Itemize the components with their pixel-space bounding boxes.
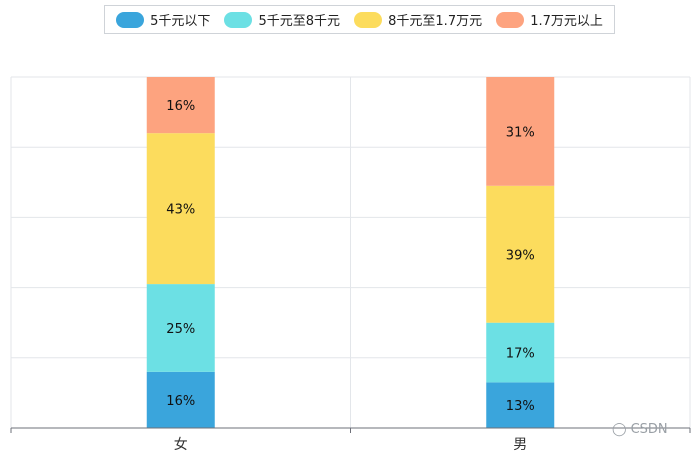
legend-swatch [116, 11, 145, 28]
legend-label: 8千元至1.7万元 [388, 14, 483, 29]
data-label: 13% [506, 399, 535, 414]
legend-item[interactable]: 5千元至8千元 [224, 10, 340, 29]
legend-item[interactable]: 8千元至1.7万元 [354, 10, 482, 29]
bar-segment [146, 371, 215, 428]
watermark: ◯ CSDN [612, 422, 668, 437]
legend: 5千元以下 5千元至8千元 8千元至1.7万元 1.7万元以上 [104, 5, 615, 34]
legend-label: 5千元至8千元 [258, 14, 341, 29]
legend-item[interactable]: 1.7万元以上 [496, 10, 603, 29]
legend-label: 1.7万元以上 [530, 14, 603, 29]
x-tick-label: 女 [174, 436, 188, 453]
bar-segment [486, 322, 555, 383]
data-label: 31% [506, 125, 535, 140]
legend-swatch [496, 11, 525, 28]
legend-item[interactable]: 5千元以下 [116, 10, 210, 29]
bar-segment [486, 382, 555, 428]
data-label: 43% [166, 203, 195, 218]
bar-segment [146, 77, 215, 134]
data-label: 16% [166, 394, 195, 409]
watermark-text: CSDN [630, 422, 668, 437]
x-tick-label: 男 [513, 437, 527, 453]
data-label: 25% [166, 322, 195, 337]
bar-segment [486, 77, 555, 186]
bar-segment [146, 133, 215, 285]
bar-segment [146, 284, 215, 372]
wechat-icon: ◯ [612, 422, 627, 437]
legend-label: 5千元以下 [150, 14, 211, 29]
data-label: 17% [506, 347, 535, 362]
legend-swatch [224, 11, 253, 28]
bar-segment [486, 185, 555, 323]
data-label: 16% [166, 99, 195, 114]
data-label: 39% [506, 248, 535, 263]
legend-swatch [354, 11, 383, 28]
